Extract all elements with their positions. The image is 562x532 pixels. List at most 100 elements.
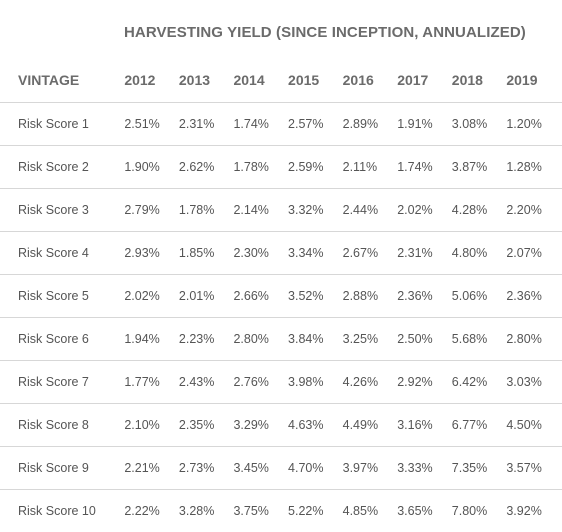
harvesting-yield-table: VINTAGE 2012 2013 2014 2015 2016 2017 20… [0,58,562,532]
table-super-header: HARVESTING YIELD (SINCE INCEPTION, ANNUA… [124,24,526,41]
table-cell: 3.92% [506,503,542,518]
table-cell: 3.84% [288,317,343,361]
table-cell: 2.57% [288,102,343,146]
table-cell: 3.33% [397,446,452,490]
column-header: 2013 [178,58,234,103]
table-cell: 2.36% [506,274,562,318]
table-cell: 2.80% [233,317,289,361]
table-cell: 2.35% [178,403,234,447]
table-cell: 2.59% [288,145,343,189]
table-cell: 3.25% [342,317,398,361]
table-cell: 2.31% [178,102,234,146]
column-header: 2019 [506,58,562,103]
table-row: Risk Score 2 1.90% 2.62% 1.78% 2.59% 2.11% 1.7… [0,145,562,189]
table-cell: 2.07% [506,231,562,275]
table-cell: 2.66% [233,274,289,318]
table-cell: 1.74% [397,145,452,189]
row-label: Risk Score 1 [0,102,125,146]
table-cell: 2.89% [342,102,398,146]
table-cell: 6.42% [451,360,507,404]
table-cell: 3.52% [288,274,343,318]
table-cell: 3.08% [451,102,507,146]
table-cell: 2.92% [397,360,452,404]
table-cell: 4.50% [506,403,562,447]
table-cell: 2.80% [506,317,562,361]
table-cell: 2.62% [178,145,234,189]
table-cell: 2.02% [124,274,179,318]
table-cell: 3.97% [342,446,398,490]
table-cell: 4.70% [288,446,343,490]
table-cell: 2.31% [397,231,452,275]
table-cell: 1.85% [178,231,234,275]
table-row: Risk Score 4 2.93% 1.85% 2.30% 3.34% 2.67% 2.3… [0,231,562,275]
table-cell: 3.65% [397,503,433,518]
table-cell: 4.85% [342,503,379,518]
table-cell: 3.03% [506,360,562,404]
column-header: 2017 [397,58,452,103]
table-cell: 2.10% [124,403,179,447]
table-cell: 4.63% [288,403,343,447]
table-cell: 1.94% [124,317,179,361]
table-cell: 3.28% [178,503,215,518]
table-row: Risk Score 6 1.94% 2.23% 2.80% 3.84% 3.25% 2.5… [0,317,562,361]
table-cell: 1.78% [178,188,234,232]
table-body: Risk Score 1 2.51% 2.31% 1.74% 2.57% 2.89% 1.9… [0,102,562,532]
table-cell: 4.80% [451,231,507,275]
table-row: Risk Score 5 2.02% 2.01% 2.66% 3.52% 2.88% 2.3… [0,274,562,318]
table-header-row: VINTAGE 2012 2013 2014 2015 2016 2017 20… [0,58,562,103]
row-label: Risk Score 5 [0,274,125,318]
table-cell: 3.16% [397,403,452,447]
table-cell: 1.74% [233,102,289,146]
table-cell: 1.77% [124,360,179,404]
table-cell: 2.36% [397,274,452,318]
row-label: Risk Score 6 [0,317,125,361]
table-cell: 5.06% [451,274,507,318]
table-cell: 2.01% [178,274,234,318]
table-cell: 5.22% [288,503,324,518]
table-cell: 7.35% [451,446,507,490]
table-cell: 2.20% [506,188,562,232]
table-cell: 2.88% [342,274,398,318]
table-row: Risk Score 10 2.22% 3.28% 3.75% 5.22% 4.85% 3.… [0,489,562,532]
table-cell: 2.44% [342,188,398,232]
table-row: Risk Score 3 2.79% 1.78% 2.14% 3.32% 2.44% 2.0… [0,188,562,232]
row-header-label: VINTAGE [0,58,125,103]
table-cell: 2.76% [233,360,289,404]
table-cell: 1.90% [124,145,179,189]
row-label: Risk Score 4 [0,231,125,275]
table-cell: 2.67% [342,231,398,275]
table-cell: 2.23% [178,317,234,361]
table-cell: 2.22% [124,503,160,518]
table-cell: 3.87% [451,145,507,189]
table-row: Risk Score 7 1.77% 2.43% 2.76% 3.98% 4.26% 2.9… [0,360,562,404]
table-cell: 2.51% [124,102,179,146]
row-label: Risk Score 7 [0,360,125,404]
column-header: 2014 [233,58,289,103]
table-cell: 3.32% [288,188,343,232]
table-cell: 3.98% [288,360,343,404]
table-cell: 2.02% [397,188,452,232]
table-cell: 6.77% [451,403,507,447]
table-row: Risk Score 1 2.51% 2.31% 1.74% 2.57% 2.89% 1.9… [0,102,562,146]
table-cell: 2.73% [178,446,234,490]
table-cell: 2.21% [124,446,179,490]
table-row: Risk Score 9 2.21% 2.73% 3.45% 4.70% 3.97% 3.3… [0,446,562,490]
table-cell: 3.75% [233,503,269,518]
table-cell: 2.14% [233,188,289,232]
row-label: Risk Score 9 [0,446,125,490]
table-cell: 3.45% [233,446,289,490]
table-cell: 2.93% [124,231,179,275]
row-label: Risk Score 2 [0,145,125,189]
table-row: Risk Score 8 2.10% 2.35% 3.29% 4.63% 4.49% 3.1… [0,403,562,447]
table-cell: 4.28% [451,188,507,232]
column-header: 2015 [288,58,343,103]
table-cell: 3.57% [506,446,562,490]
column-header: 2012 [124,58,179,103]
column-header: 2016 [342,58,398,103]
table-cell: 5.68% [451,317,507,361]
row-label: Risk Score 8 [0,403,125,447]
table-cell: 2.50% [397,317,452,361]
column-header: 2018 [451,58,507,103]
table-cell: 1.28% [506,145,562,189]
row-label: Risk Score 10 [18,503,96,518]
